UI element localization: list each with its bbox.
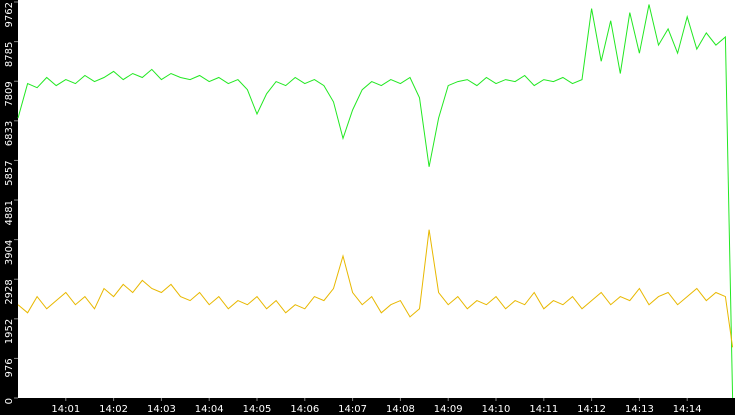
y-tick-label: 7809 <box>4 81 15 106</box>
x-tick-label: 14:06 <box>290 404 319 415</box>
x-tick-label: 14:11 <box>529 404 558 415</box>
y-tick-label: 8785 <box>4 42 15 67</box>
y-tick-label: 3904 <box>4 240 15 265</box>
y-tick-label: 9762 <box>4 2 15 27</box>
x-tick-label: 14:04 <box>195 404 224 415</box>
y-tick-label: 0 <box>4 398 15 404</box>
y-tick-label: 1952 <box>4 319 15 344</box>
x-tick-label: 14:02 <box>99 404 128 415</box>
x-tick-label: 14:05 <box>243 404 272 415</box>
y-tick-label: 976 <box>4 358 15 377</box>
y-tick-label: 4881 <box>4 200 15 225</box>
y-tick-label: 5857 <box>4 160 15 185</box>
line <box>17 4 734 399</box>
x-tick-label: 14:03 <box>147 404 176 415</box>
line <box>17 229 734 348</box>
x-tick-label: 14:01 <box>51 404 80 415</box>
x-tick-label: 14:09 <box>434 404 463 415</box>
x-tick-label: 14:14 <box>673 404 702 415</box>
plot-area <box>18 0 735 398</box>
y-tick-label: 2928 <box>4 279 15 304</box>
x-tick-label: 14:12 <box>577 404 606 415</box>
x-tick-label: 14:08 <box>386 404 415 415</box>
y-tick-label: 6833 <box>4 121 15 146</box>
x-tick-label: 14:07 <box>338 404 367 415</box>
x-tick-label: 14:13 <box>625 404 654 415</box>
x-tick-label: 14:10 <box>482 404 511 415</box>
